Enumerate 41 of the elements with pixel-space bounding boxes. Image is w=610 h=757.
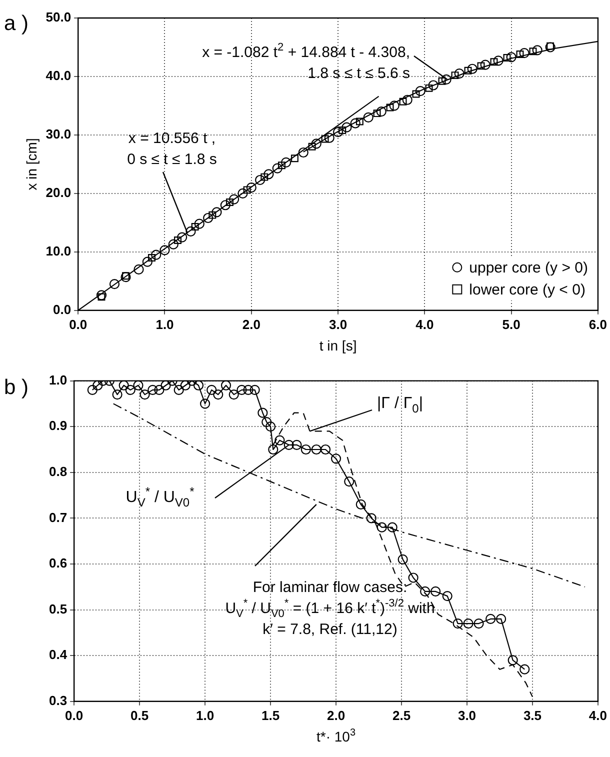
y-tick-label: 1.0 bbox=[48, 372, 68, 388]
y-tick-label: 10.0 bbox=[46, 244, 72, 258]
annotation: k′ = 7.8, Ref. (11,12) bbox=[262, 621, 398, 638]
y-tick-label: 0.8 bbox=[48, 464, 68, 479]
x-tick-label: 3.0 bbox=[328, 316, 348, 332]
chart-title: a ) bbox=[4, 12, 29, 35]
y-tick-label: 0.7 bbox=[48, 510, 68, 525]
y-tick-label: 0.6 bbox=[48, 556, 68, 571]
y-tick-label: 40.0 bbox=[46, 68, 72, 84]
x-tick-label: 3.5 bbox=[523, 708, 542, 723]
chart-title: b ) bbox=[4, 376, 29, 399]
y-tick-label: 0.3 bbox=[48, 692, 68, 708]
annotation: x = 10.556 t , bbox=[128, 130, 216, 147]
y-axis-title: x in [cm] bbox=[23, 138, 40, 190]
x-tick-label: 1.0 bbox=[196, 708, 214, 723]
y-tick-label: 0.4 bbox=[48, 647, 68, 662]
annotation: 0 s ≤ t ≤ 1.8 s bbox=[127, 151, 217, 168]
y-tick-label: 0.9 bbox=[48, 418, 68, 434]
x-tick-label: 2.0 bbox=[242, 316, 260, 332]
x-tick-label: 2.5 bbox=[392, 708, 411, 723]
x-tick-label: 2.0 bbox=[326, 708, 346, 723]
x-tick-label: 6.0 bbox=[588, 316, 608, 332]
x-tick-label: 0.0 bbox=[69, 316, 88, 332]
x-tick-label: 4.0 bbox=[588, 708, 608, 723]
y-tick-label: 0.0 bbox=[53, 302, 72, 317]
x-tick-label: 0.5 bbox=[130, 708, 149, 723]
x-axis-title: t in [s] bbox=[319, 337, 357, 354]
x-tick-label: 1.0 bbox=[156, 316, 174, 332]
y-tick-label: 0.5 bbox=[48, 601, 68, 616]
y-tick-label: 30.0 bbox=[46, 126, 72, 142]
y-tick-label: 20.0 bbox=[46, 185, 72, 200]
legend-label: lower core (y < 0) bbox=[469, 281, 586, 298]
annotation: 1.8 s ≤ t ≤ 5.6 s bbox=[308, 65, 410, 82]
x-tick-label: 5.0 bbox=[502, 316, 520, 332]
x-tick-label: 0.0 bbox=[65, 708, 84, 723]
y-tick-label: 50.0 bbox=[46, 10, 72, 25]
legend-label: upper core (y > 0) bbox=[469, 259, 588, 276]
x-tick-label: 4.0 bbox=[416, 316, 434, 332]
annotation: For laminar flow cases: bbox=[252, 579, 408, 596]
x-tick-label: 1.5 bbox=[261, 708, 280, 723]
x-tick-label: 3.0 bbox=[458, 708, 476, 723]
